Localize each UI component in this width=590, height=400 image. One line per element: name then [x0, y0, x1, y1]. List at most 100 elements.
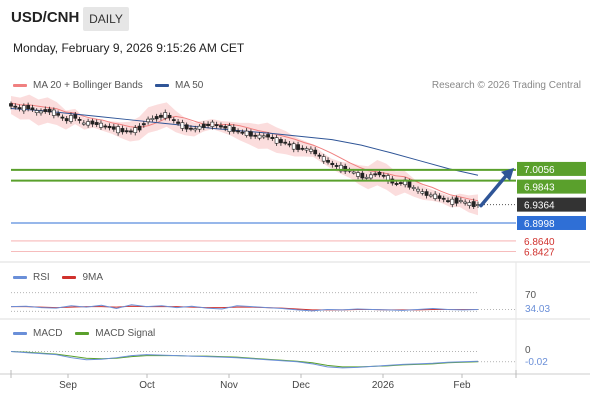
candle — [99, 122, 103, 128]
candle — [446, 200, 450, 203]
candle — [107, 125, 112, 129]
candle — [424, 191, 429, 196]
candle — [30, 107, 35, 111]
macd-signal-line — [10, 351, 479, 368]
legend-ma50-label: MA 50 — [175, 80, 204, 91]
projection-arrow-shaft — [479, 174, 508, 208]
ma50-swatch-icon — [155, 83, 169, 87]
candle — [39, 110, 43, 114]
legend-ma50: MA 50 — [155, 80, 203, 91]
candle — [437, 195, 442, 199]
candle — [313, 149, 318, 155]
candle — [240, 131, 245, 134]
rsi-value-label: 34.03 — [525, 304, 550, 315]
candle — [180, 122, 185, 129]
candle — [116, 126, 121, 134]
candle — [150, 118, 155, 120]
candle — [184, 124, 189, 130]
candle — [283, 141, 288, 144]
candle — [321, 156, 326, 162]
timeframe-badge[interactable]: DAILY — [83, 7, 129, 31]
candle — [17, 107, 22, 110]
macd-signal-swatch-icon — [75, 331, 90, 335]
credit-text: Research © 2026 Trading Central — [431, 80, 581, 91]
legend-ma20-label: MA 20 + Bollinger Bands — [33, 80, 143, 91]
candle — [176, 121, 180, 124]
bollinger-band — [11, 94, 478, 216]
candle — [189, 127, 193, 130]
symbol-title: USD/CNH — [11, 9, 80, 26]
rsi-tick-70: 70 — [525, 290, 537, 301]
candle — [420, 191, 425, 194]
candle — [236, 130, 240, 133]
candle — [428, 194, 433, 197]
candle — [21, 105, 26, 112]
ma20-line — [10, 102, 479, 202]
candle — [279, 139, 283, 144]
candle — [73, 114, 78, 119]
candle — [454, 197, 459, 204]
rsi-line — [10, 304, 479, 312]
candle — [154, 116, 159, 120]
candle — [120, 128, 125, 133]
level-label-6-8640: 6.8640 — [524, 237, 555, 248]
candle — [34, 110, 39, 113]
candle — [416, 188, 420, 192]
candle — [69, 115, 73, 122]
candle — [287, 143, 292, 146]
projection-arrow-head-icon — [501, 167, 514, 181]
candle — [326, 160, 330, 163]
candle — [171, 119, 176, 122]
candles-group — [9, 101, 480, 210]
candle — [351, 171, 356, 174]
candle — [356, 172, 360, 177]
x-tick-label-feb: Feb — [453, 380, 471, 391]
candle — [270, 136, 275, 139]
candle — [266, 134, 270, 138]
candle — [223, 126, 228, 129]
x-tick-label-2026: 2026 — [372, 380, 395, 391]
rsi-ma-swatch-icon — [62, 275, 77, 279]
macd-line — [10, 351, 479, 369]
legend-rsi: RSI 9MA — [13, 272, 103, 283]
macd-tick-0: 0 — [525, 345, 531, 356]
candle — [364, 176, 369, 179]
candle — [458, 200, 463, 202]
candle — [411, 187, 416, 189]
candle — [60, 116, 65, 119]
candle — [159, 114, 163, 118]
candle — [317, 154, 322, 157]
macd-value-label: -0.02 — [525, 357, 548, 368]
legend-macd: MACD MACD Signal — [13, 328, 155, 339]
candle — [81, 122, 86, 125]
candle — [94, 122, 99, 125]
level-label-6-9843: 6.9843 — [524, 183, 555, 194]
level-label-7-0056: 7.0056 — [524, 165, 555, 176]
candle — [9, 103, 13, 107]
candle — [467, 202, 472, 206]
legend-macd-signal-label: MACD Signal — [95, 328, 156, 339]
candle — [373, 173, 378, 176]
candle — [398, 182, 403, 184]
candle — [300, 147, 305, 150]
candle — [368, 174, 373, 179]
level-label-6-8998-bg — [517, 215, 586, 230]
candle — [146, 118, 151, 123]
candle — [274, 137, 279, 144]
candle — [407, 181, 412, 188]
candle — [227, 125, 232, 132]
candle — [206, 123, 210, 127]
candle — [141, 123, 146, 126]
candle — [433, 193, 438, 199]
candle — [338, 164, 343, 172]
candle — [381, 174, 386, 177]
candle — [103, 125, 108, 128]
level-label-6-8427: 6.8427 — [524, 248, 555, 259]
candle — [56, 113, 61, 116]
level-label-6-9364: 6.9364 — [524, 201, 555, 212]
candle — [43, 109, 48, 112]
candle — [90, 120, 95, 125]
candle — [360, 172, 365, 179]
ma50-line — [10, 108, 479, 176]
